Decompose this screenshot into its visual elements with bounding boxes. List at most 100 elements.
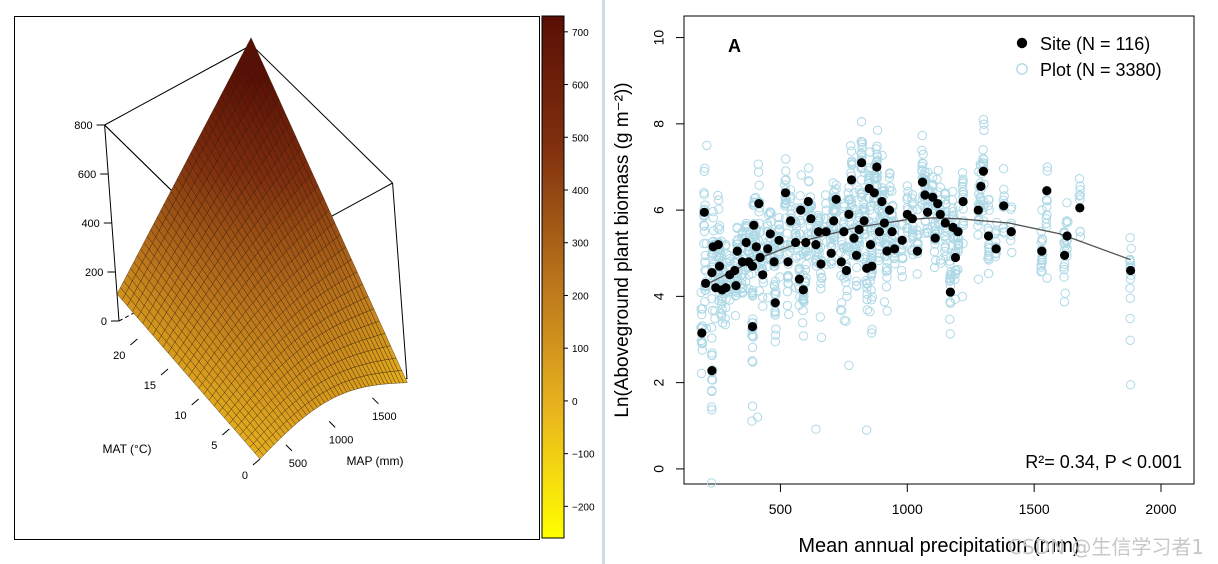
plot-point [941, 206, 951, 217]
plot-point [953, 201, 963, 212]
plot-point [805, 192, 816, 202]
plot-point [831, 197, 842, 207]
plot-point [805, 215, 815, 226]
plot-point [765, 252, 775, 263]
plot-point [912, 239, 922, 249]
plot-point [856, 192, 867, 202]
plot-point [902, 181, 912, 191]
plot-point [747, 324, 757, 335]
plot-point [869, 169, 880, 180]
plot-point [743, 245, 753, 255]
plot-point [714, 295, 724, 306]
plot-point [780, 175, 790, 186]
plot-point [875, 206, 885, 217]
plot-point [725, 261, 735, 272]
plot-point [1037, 205, 1047, 215]
plot-point [978, 158, 989, 168]
plot-point [707, 262, 717, 272]
site-point [1037, 246, 1047, 256]
plot-point [950, 274, 960, 285]
plot-point [754, 197, 765, 208]
plot-point [766, 207, 776, 218]
plot-point [700, 163, 710, 173]
site-point [851, 250, 862, 260]
site-point [732, 246, 742, 256]
plot-point [849, 250, 859, 260]
plot-point [841, 251, 851, 261]
plot-point [1125, 255, 1135, 266]
plot-point [983, 268, 994, 279]
site-point [794, 274, 805, 284]
plot-point [856, 189, 867, 200]
plot-point [769, 280, 779, 290]
plot-point [714, 243, 725, 254]
plot-point [1042, 210, 1052, 221]
plot-point [806, 201, 817, 212]
site-point [948, 222, 958, 232]
site-point [902, 209, 912, 219]
plot-point [765, 207, 775, 217]
plot-point [877, 220, 888, 230]
plot-point [813, 210, 823, 221]
plot-point [1042, 273, 1052, 283]
plot-point [877, 203, 887, 214]
plot-point [710, 240, 720, 250]
plot-point [783, 259, 793, 269]
plot-point [854, 213, 865, 223]
plot-point [866, 285, 876, 295]
z-tick-label: 600 [78, 169, 96, 181]
plot-point [780, 199, 791, 209]
plot-point [770, 261, 780, 271]
site-point [1075, 203, 1085, 213]
plot-point [725, 295, 735, 305]
plot-point [872, 173, 882, 184]
plot-point [697, 304, 708, 314]
plot-point [856, 156, 867, 166]
plot-point [920, 178, 930, 188]
colorbar-tick-label: 600 [572, 81, 589, 92]
plot-point [945, 276, 955, 286]
plot-point [919, 189, 930, 199]
plot-point [828, 222, 839, 232]
plot-point [831, 221, 841, 232]
plot-point [699, 166, 709, 176]
plot-point [929, 234, 940, 245]
plot-point [839, 226, 849, 236]
plot-point [738, 264, 748, 275]
plot-point [949, 234, 959, 244]
plot-point [978, 160, 989, 170]
z-tick-label: 400 [81, 218, 99, 230]
plot-point [945, 297, 955, 307]
site-point [714, 261, 725, 271]
plot-point [707, 305, 718, 316]
plot-point [799, 291, 809, 301]
plot-point [697, 323, 707, 333]
plot-point [929, 246, 940, 257]
plot-point [774, 226, 785, 236]
plot-point [1059, 237, 1069, 248]
plot-point [912, 269, 922, 279]
plot-point [858, 204, 869, 215]
plot-point [953, 240, 964, 250]
plot-point [866, 258, 877, 268]
plot-point [871, 158, 881, 168]
plot-point [757, 267, 767, 278]
site-point [717, 285, 727, 295]
site-point [940, 218, 950, 228]
plot-point [857, 163, 867, 174]
plot-point [1041, 218, 1052, 229]
plot-point [1007, 247, 1017, 258]
plot-point [861, 278, 872, 288]
plot-point [875, 224, 885, 234]
plot-point [720, 314, 730, 324]
plot-point [946, 271, 956, 281]
plot-point [839, 315, 849, 326]
plot-point [813, 213, 823, 223]
plot-point [791, 219, 801, 229]
plot-point [998, 223, 1009, 233]
plot-point [708, 259, 719, 270]
plot-point [804, 206, 814, 216]
plot-point [865, 255, 876, 265]
plot-point [1006, 221, 1016, 231]
plot-point [750, 260, 761, 270]
